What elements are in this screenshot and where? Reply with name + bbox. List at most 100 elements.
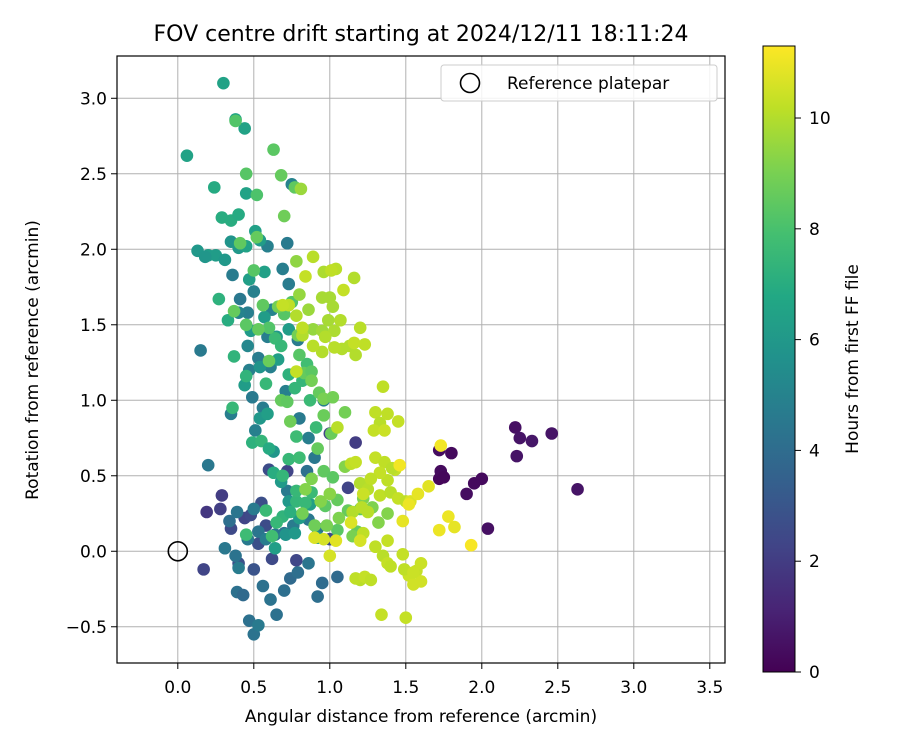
- data-point: [241, 339, 255, 353]
- y-tick-label: 0.5: [80, 467, 107, 487]
- data-point: [247, 563, 261, 576]
- data-point: [353, 321, 367, 335]
- data-point: [274, 339, 288, 353]
- data-point: [296, 507, 309, 520]
- data-point: [215, 489, 229, 502]
- data-point: [262, 321, 276, 335]
- reference-platepar-marker: [167, 540, 189, 562]
- y-tick-label: 1.0: [80, 391, 107, 411]
- data-point: [232, 208, 245, 221]
- x-tick-label: 0.0: [164, 678, 191, 698]
- data-point: [334, 313, 347, 327]
- data-point: [238, 122, 251, 135]
- data-point: [226, 268, 239, 282]
- colorbar-tick-label: 2: [809, 552, 820, 572]
- data-point: [309, 421, 323, 434]
- data-point: [361, 505, 375, 519]
- data-point: [252, 323, 265, 336]
- data-point: [344, 516, 358, 529]
- data-point: [407, 566, 420, 579]
- x-tick-label: 2.0: [468, 678, 495, 698]
- data-point: [212, 292, 226, 306]
- data-point: [448, 520, 461, 534]
- data-point: [280, 484, 294, 498]
- data-point: [283, 505, 297, 519]
- data-point: [513, 431, 527, 445]
- data-point: [262, 354, 276, 368]
- data-point: [356, 487, 370, 501]
- data-point: [510, 449, 524, 463]
- data-point: [180, 149, 194, 162]
- data-point: [306, 339, 320, 353]
- y-tick-label: 1.5: [80, 316, 107, 336]
- data-point: [302, 431, 315, 445]
- data-point: [393, 458, 407, 472]
- data-point: [367, 424, 381, 437]
- data-point: [315, 576, 329, 590]
- data-point: [341, 481, 355, 495]
- colorbar-tick-label: 0: [809, 663, 820, 683]
- data-point: [349, 436, 362, 449]
- data-point: [277, 209, 291, 223]
- data-point: [372, 516, 385, 529]
- data-point: [347, 336, 361, 350]
- data-point: [258, 265, 271, 279]
- data-point: [396, 547, 410, 561]
- data-point: [282, 277, 296, 291]
- data-point: [328, 324, 341, 338]
- data-point: [233, 292, 247, 306]
- data-point: [445, 446, 458, 460]
- colorbar-tick-label: 4: [809, 441, 820, 461]
- data-point: [270, 608, 283, 621]
- data-point: [434, 439, 448, 452]
- data-point: [381, 407, 394, 421]
- data-point: [373, 489, 387, 502]
- data-point: [198, 250, 212, 264]
- data-point: [308, 519, 321, 532]
- data-point: [299, 496, 312, 510]
- data-point: [293, 348, 306, 362]
- data-point: [265, 552, 279, 566]
- data-point: [290, 255, 303, 268]
- data-point: [256, 579, 270, 593]
- data-point: [233, 236, 247, 250]
- data-point: [323, 549, 337, 563]
- data-point: [353, 534, 367, 547]
- data-point: [331, 570, 344, 584]
- data-point: [229, 114, 242, 128]
- data-point: [197, 563, 210, 576]
- x-axis-label: Angular distance from reference (arcmin): [245, 707, 597, 727]
- data-point: [475, 472, 489, 486]
- data-point: [508, 421, 522, 434]
- data-point: [481, 522, 495, 535]
- data-point: [249, 424, 262, 437]
- colorbar: 0 2 4 6 8 10 Hours from first FF file: [762, 45, 863, 683]
- data-point: [326, 300, 340, 313]
- data-point: [239, 318, 253, 332]
- data-point: [201, 458, 215, 472]
- data-point: [299, 270, 312, 283]
- data-point: [571, 483, 584, 496]
- data-point: [200, 505, 213, 519]
- data-point: [276, 298, 289, 312]
- colorbar-tick-label: 8: [809, 220, 820, 240]
- data-point: [311, 590, 324, 603]
- data-point: [227, 304, 241, 318]
- data-point: [270, 516, 283, 529]
- data-point: [239, 167, 253, 181]
- data-point: [250, 230, 264, 244]
- data-point: [265, 529, 279, 543]
- data-point: [221, 313, 235, 327]
- data-point: [241, 306, 255, 319]
- data-point: [375, 608, 388, 621]
- data-point: [338, 406, 352, 419]
- data-point: [422, 480, 435, 493]
- data-point: [268, 541, 282, 555]
- legend-label-reference-platepar: Reference platepar: [507, 74, 669, 94]
- data-point: [302, 557, 315, 570]
- data-point: [232, 561, 245, 575]
- plot-frame: [116, 55, 726, 664]
- data-point: [214, 502, 227, 516]
- data-point: [226, 401, 239, 415]
